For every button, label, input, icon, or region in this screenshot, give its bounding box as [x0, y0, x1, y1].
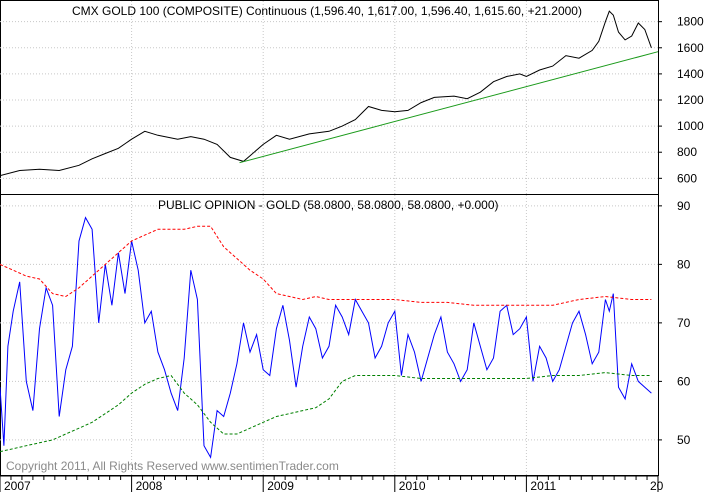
top-y-tick-label: 800 [677, 145, 697, 159]
x-tick-label: 2008 [136, 479, 163, 492]
bottom-series-line-1 [0, 225, 652, 306]
top-panel: 600 800 1000 1200 1400 1600 1800 CMX GOLD 100 … [0, 0, 704, 195]
top-series-line-1 [239, 51, 659, 164]
copyright-text: Copyright 2011, All Rights Reserved www.… [6, 459, 339, 473]
top-panel-frame [0, 0, 659, 195]
x-ticks: 2007 2008 2009 2010 2011 20 [0, 476, 664, 493]
top-y-tick-label: 1000 [677, 119, 704, 133]
bottom-series-line-2 [0, 372, 652, 453]
x-tick-label: 20 [650, 479, 664, 492]
top-y-ticks: 600 800 1000 1200 1400 1600 1800 [658, 15, 704, 185]
top-y-tick-label: 1600 [677, 41, 704, 55]
bottom-y-tick-label: 60 [677, 374, 691, 388]
bottom-series [0, 216, 652, 459]
bottom-panel-frame [0, 194, 659, 476]
bottom-series-line-0 [0, 216, 652, 459]
top-title: CMX GOLD 100 (COMPOSITE) Continuous (1,5… [72, 4, 582, 18]
top-y-tick-label: 1800 [677, 15, 704, 29]
x-tick-label: 2010 [399, 479, 426, 492]
bottom-y-ticks: 50 60 70 80 90 [658, 199, 691, 447]
bottom-panel: 50 60 70 80 90 PUBLIC OPINION - GOLD (58.080… [0, 194, 691, 476]
bottom-y-tick-label: 50 [677, 433, 691, 447]
x-tick-label: 2011 [530, 479, 556, 492]
bottom-title: PUBLIC OPINION - GOLD (58.0800, 58.0800,… [158, 198, 499, 212]
bottom-y-tick-label: 80 [677, 257, 691, 271]
bottom-y-tick-label: 90 [677, 199, 691, 213]
top-y-tick-label: 1200 [677, 93, 704, 107]
top-series-line-0 [0, 10, 652, 177]
top-y-tick-label: 1400 [677, 67, 704, 81]
x-tick-label: 2009 [267, 479, 294, 492]
bottom-y-tick-label: 70 [677, 316, 691, 330]
x-axis: 2007 2008 2009 2010 2011 20 [0, 475, 664, 493]
top-grid [0, 1, 658, 194]
x-tick-label: 2007 [4, 479, 31, 492]
top-series [0, 10, 659, 177]
top-y-tick-label: 600 [677, 171, 697, 185]
